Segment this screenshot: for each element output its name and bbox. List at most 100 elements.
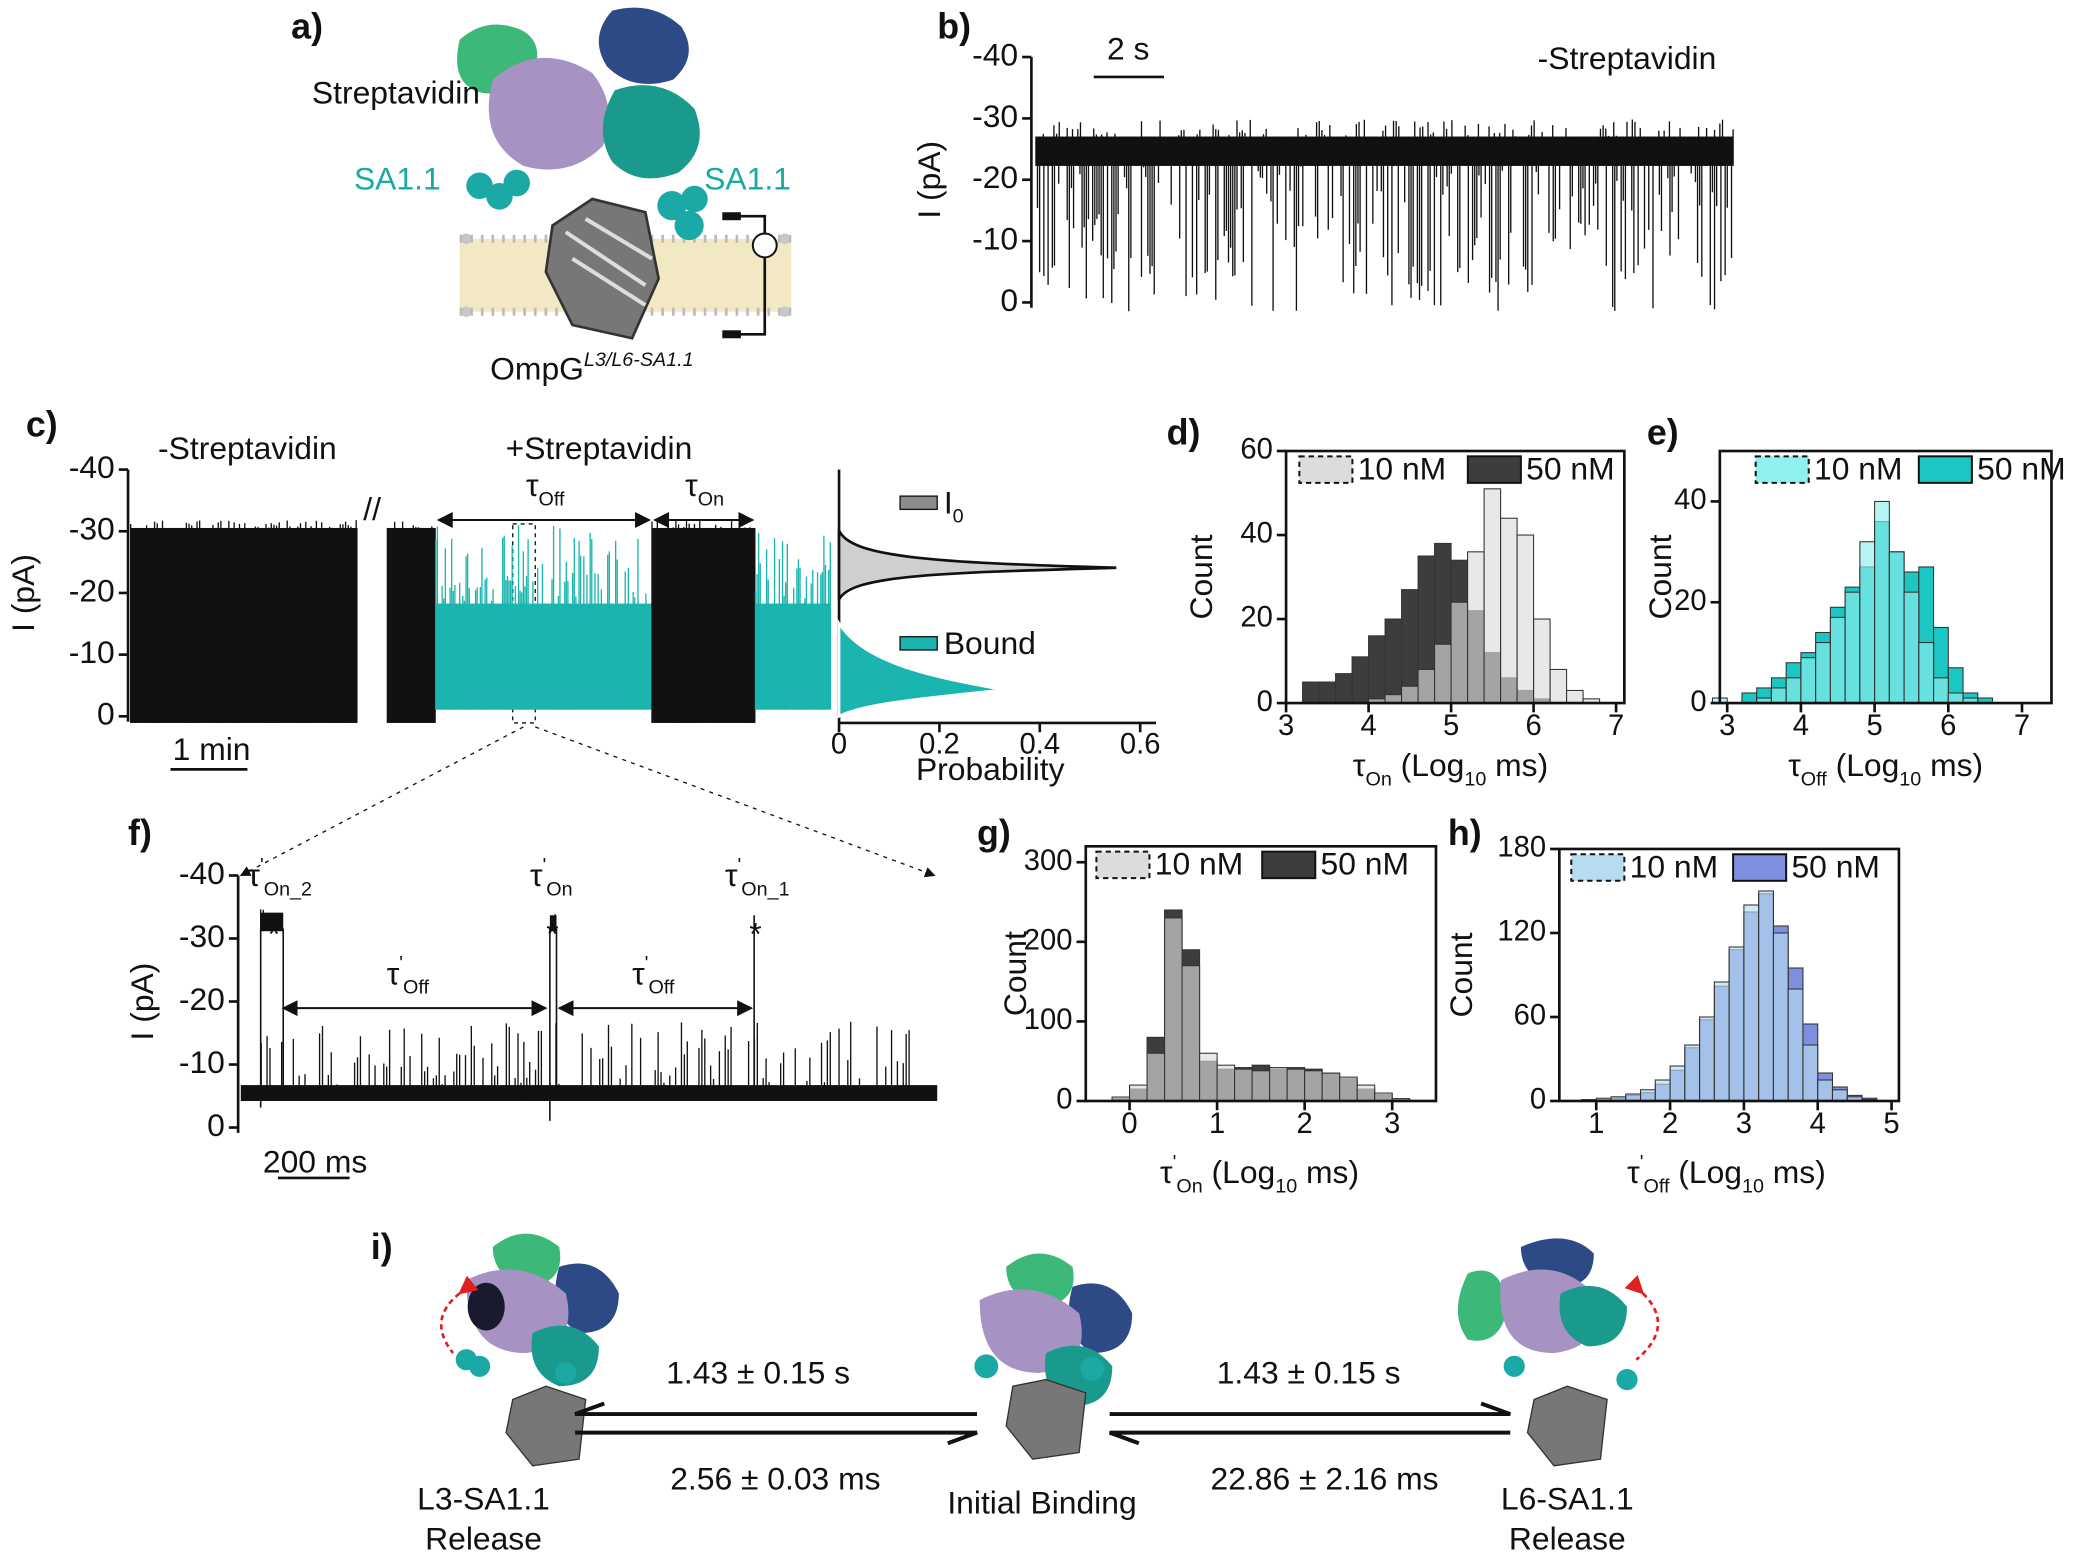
text-part: ' xyxy=(1640,1152,1644,1174)
bar xyxy=(1844,591,1861,704)
x-axis-label: τOn (Log10 ms) xyxy=(1353,747,1548,790)
scale-bar-label: 200 ms xyxy=(263,1144,367,1180)
trace xyxy=(651,520,751,723)
bar xyxy=(1483,488,1502,704)
y-tick-label: 0 xyxy=(1690,686,1706,718)
text-part: On_2 xyxy=(264,878,312,900)
legend-swatch xyxy=(1095,850,1151,880)
text-part: On xyxy=(1176,1176,1202,1198)
x-tick-label: 3 xyxy=(1384,1108,1400,1140)
x-tick-label: 7 xyxy=(2014,710,2030,742)
bar xyxy=(1146,1052,1166,1102)
annotation: -Streptavidin xyxy=(1538,40,1717,76)
x-tick-label: 4 xyxy=(1360,710,1376,742)
bar xyxy=(1129,1084,1148,1102)
x-tick-label: 5 xyxy=(1883,1108,1899,1140)
text-part: ' xyxy=(260,855,264,877)
y-tick-label: 60 xyxy=(1514,1000,1546,1032)
x-axis-label: τOff (Log10 ms) xyxy=(1788,747,1983,790)
legend-swatch xyxy=(1570,853,1626,882)
bar xyxy=(1199,1052,1218,1102)
trace-band xyxy=(652,527,756,723)
bar xyxy=(1743,904,1760,1102)
text-part: ms) xyxy=(1921,747,1983,783)
rate-label: 1.43 ± 0.15 s xyxy=(666,1355,850,1391)
text-part: ms) xyxy=(1297,1154,1359,1190)
text-part: Off xyxy=(1643,1176,1669,1198)
panel-label: g) xyxy=(977,813,1011,853)
bar xyxy=(1549,668,1568,704)
bar xyxy=(1401,685,1419,704)
bar xyxy=(1566,689,1584,704)
bar xyxy=(1741,692,1758,704)
legend-swatch xyxy=(1732,853,1788,882)
bar xyxy=(1699,1016,1715,1102)
y-tick-label: -10 xyxy=(972,221,1018,257)
bar xyxy=(1684,1044,1701,1102)
density-curve xyxy=(837,529,1117,601)
text-part: ' xyxy=(738,855,742,877)
text-part: 10 xyxy=(1464,768,1486,790)
interval-label: τOff xyxy=(526,467,565,510)
text-part: τ xyxy=(725,857,738,893)
text-part: Off xyxy=(539,488,565,510)
y-tick-label: 60 xyxy=(1240,434,1272,466)
trace-band xyxy=(549,915,557,932)
bar xyxy=(1947,692,1964,704)
y-axis-label: I (pA) xyxy=(911,141,947,219)
zoom-arrow xyxy=(239,726,524,877)
text-part: τ xyxy=(685,467,698,503)
y-tick-label: 200 xyxy=(1024,925,1073,957)
scale-bar-label: 2 s xyxy=(1107,31,1149,67)
panel-label: a) xyxy=(291,7,323,47)
x-tick-label: 6 xyxy=(1525,710,1541,742)
y-tick-label: -20 xyxy=(972,159,1018,195)
y-tick-label: 0 xyxy=(1257,686,1273,718)
x-axis-label: τ'On (Log10 ms) xyxy=(1160,1152,1359,1198)
bar xyxy=(1516,534,1535,704)
y-tick-label: -20 xyxy=(179,981,225,1017)
text-part: I xyxy=(944,484,953,520)
event-marker: * xyxy=(749,915,761,951)
y-tick-label: -40 xyxy=(179,855,225,891)
y-tick-label: 0 xyxy=(1056,1084,1072,1116)
bar xyxy=(1450,601,1469,704)
text-part: 0 xyxy=(953,506,964,528)
text-part: On_1 xyxy=(741,878,789,900)
x-tick-label: 1 xyxy=(1209,1108,1225,1140)
scale-bar-label: 1 min xyxy=(173,731,251,767)
interval-label: τ'Off xyxy=(387,953,430,999)
bar xyxy=(1181,965,1201,1102)
bar xyxy=(1640,1089,1656,1102)
plot-frame xyxy=(1284,449,1626,705)
event-label: τ'On_2 xyxy=(247,855,312,901)
text-part: On xyxy=(546,878,572,900)
text-part: τ xyxy=(1627,1154,1640,1190)
text-part: τ xyxy=(1353,747,1366,783)
x-tick-label: 2 xyxy=(1662,1108,1678,1140)
bar xyxy=(1500,517,1518,704)
x-tick-label: 0.4 xyxy=(1020,728,1061,760)
bar xyxy=(1269,1067,1288,1102)
trace-band xyxy=(240,1085,938,1102)
text-part: ' xyxy=(543,855,547,877)
trace-band xyxy=(260,912,284,932)
y-tick-label: 0 xyxy=(1530,1084,1546,1116)
bar xyxy=(1785,677,1802,704)
bar xyxy=(1772,932,1789,1102)
ligand-label: SA1.1 xyxy=(704,161,791,197)
protein-label: Streptavidin xyxy=(312,74,480,110)
y-axis-label: Count xyxy=(1443,932,1479,1017)
bar xyxy=(1903,591,1920,704)
y-tick-label: -20 xyxy=(69,572,115,608)
bar xyxy=(1654,1079,1671,1102)
y-tick-label: 180 xyxy=(1497,832,1546,864)
text-part: τ xyxy=(1160,1154,1173,1190)
text-part: (Log xyxy=(1669,1154,1742,1190)
event-marker: * xyxy=(268,915,280,951)
text-part: ' xyxy=(1173,1152,1177,1174)
text-part: (Log xyxy=(1827,747,1900,783)
y-tick-label: -30 xyxy=(972,98,1018,134)
bar xyxy=(1829,616,1846,704)
pore-label: OmpGL3/L6-SA1.1 xyxy=(490,349,693,386)
